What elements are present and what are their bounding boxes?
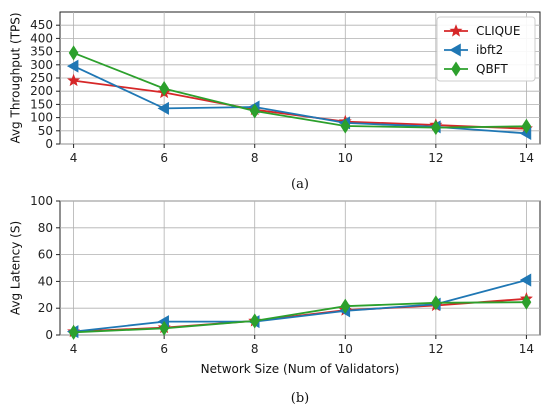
x-tick-label: 14 — [519, 151, 534, 165]
data-point — [340, 298, 351, 314]
data-point — [249, 103, 260, 119]
y-axis-label: Avg Throughput (TPS) — [9, 12, 23, 143]
data-point — [67, 73, 81, 87]
y-tick-label: 150 — [30, 97, 53, 111]
y-tick-label: 80 — [38, 221, 53, 235]
latency-chart: 0 20 40 60 80 100 4 6 8 10 12 14 Avg Latency (S) N… — [9, 194, 541, 406]
x-tick-label: 8 — [251, 151, 259, 165]
series-line — [73, 52, 527, 129]
y-tick-label: 50 — [38, 124, 53, 138]
x-axis-label: Network Size (Num of Validators) — [201, 362, 400, 376]
y-tick-label: 250 — [30, 71, 53, 85]
y-tick-label: 100 — [30, 111, 53, 125]
x-tick-label: 6 — [160, 342, 168, 356]
data-point — [68, 324, 79, 340]
x-tick-label: 6 — [160, 151, 168, 165]
legend-box — [436, 16, 536, 82]
x-tick-label: 10 — [338, 151, 353, 165]
legend-marker — [449, 43, 461, 57]
y-tick-label: 300 — [30, 58, 53, 72]
y-tick-label: 0 — [45, 328, 53, 342]
series-group — [66, 273, 533, 340]
y-tick-label: 60 — [38, 248, 53, 262]
y-ticks: 0 20 40 60 80 100 — [30, 194, 60, 342]
data-point — [340, 118, 351, 134]
y-axis-label: Avg Latency (S) — [9, 221, 23, 315]
data-point — [157, 101, 169, 115]
legend-label: CLIQUE — [476, 24, 520, 38]
x-tick-label: 14 — [519, 342, 534, 356]
legend-marker — [449, 24, 463, 37]
data-point — [521, 118, 532, 134]
series-group — [66, 45, 533, 140]
x-tick-label: 12 — [428, 151, 443, 165]
legend: CLIQUE ibft2 QBFT — [436, 16, 536, 82]
legend-marker — [451, 61, 461, 77]
x-ticks: 4 6 8 10 12 14 — [70, 144, 534, 165]
x-tick-label: 12 — [428, 342, 443, 356]
series-line — [73, 297, 527, 333]
y-tick-label: 200 — [30, 84, 53, 98]
data-point — [66, 59, 79, 73]
data-point — [68, 45, 79, 61]
y-tick-label: 450 — [30, 18, 53, 32]
legend-label: ibft2 — [476, 43, 503, 57]
data-point — [159, 320, 170, 336]
y-tick-label: 20 — [38, 301, 53, 315]
x-tick-label: 10 — [338, 342, 353, 356]
data-point — [249, 313, 260, 329]
x-tick-label: 4 — [70, 342, 78, 356]
data-point — [430, 295, 441, 311]
figure-caption: (b) — [291, 391, 309, 406]
y-tick-label: 400 — [30, 31, 53, 45]
x-tick-label: 4 — [70, 151, 78, 165]
y-tick-label: 350 — [30, 45, 53, 59]
y-tick-label: 0 — [45, 137, 53, 151]
figure-caption: (a) — [291, 177, 309, 192]
series-line — [73, 301, 527, 334]
y-tick-label: 40 — [38, 274, 53, 288]
data-point — [159, 81, 170, 97]
x-tick-label: 8 — [251, 342, 259, 356]
y-tick-label: 100 — [30, 194, 53, 208]
legend-label: QBFT — [476, 62, 508, 76]
data-point — [519, 273, 532, 287]
data-point — [521, 294, 532, 310]
series-line — [73, 279, 527, 333]
data-point — [430, 120, 441, 136]
x-ticks: 4 6 8 10 12 14 — [70, 335, 534, 356]
